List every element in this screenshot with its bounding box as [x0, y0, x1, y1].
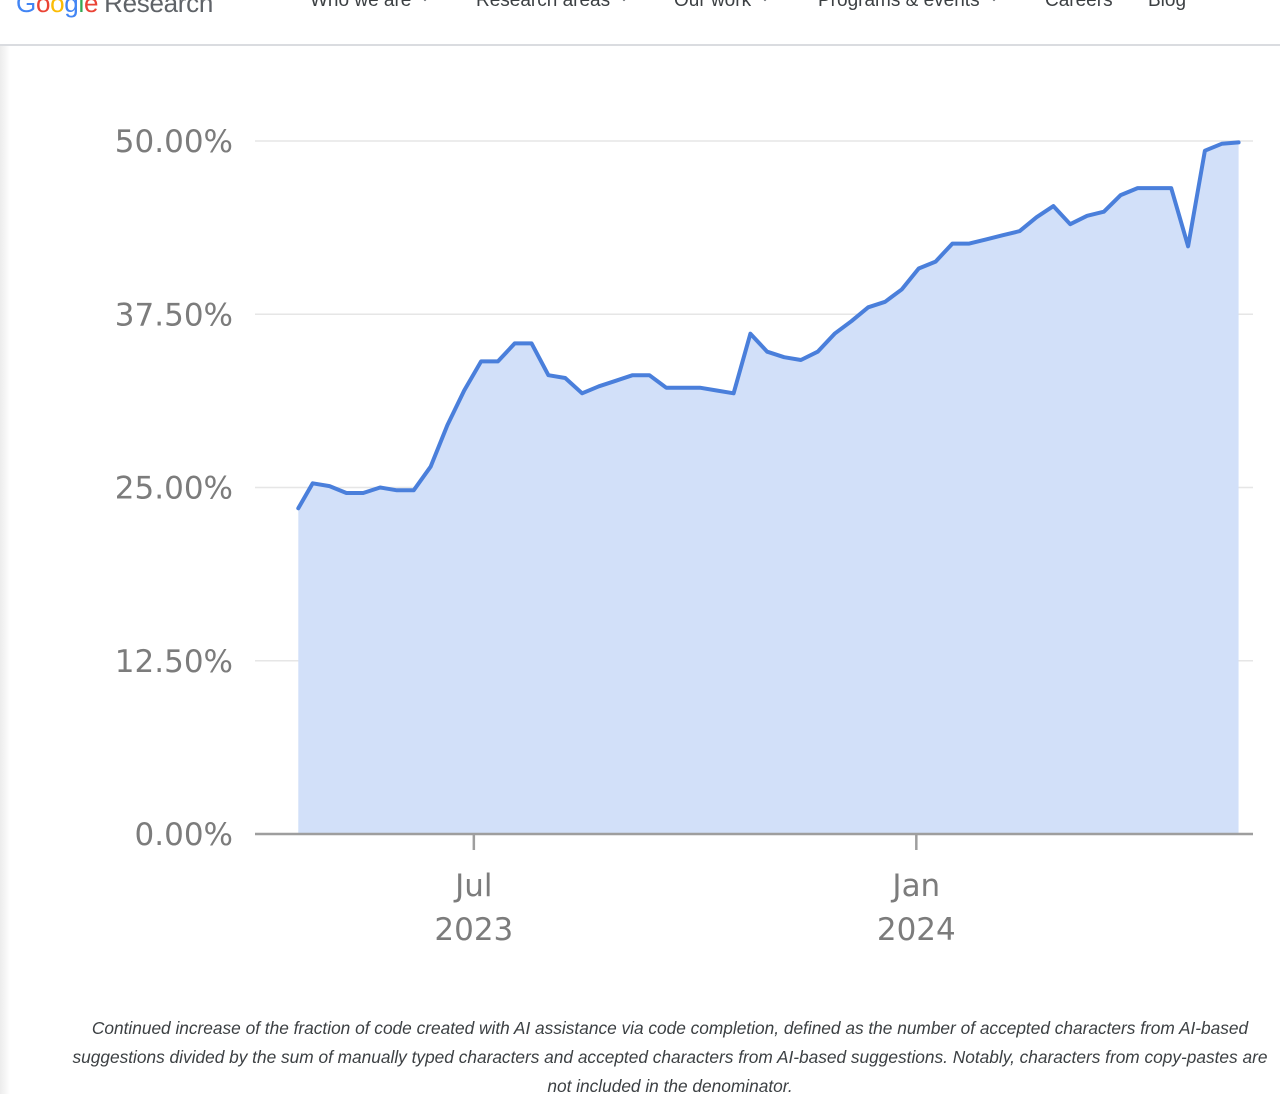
nav-label: Who we are — [310, 0, 412, 11]
series-area-fill — [298, 142, 1239, 834]
x-tick-label-year: 2024 — [877, 912, 956, 948]
logo-letter: o — [35, 0, 51, 18]
google-research-logo[interactable]: Google Research — [16, 0, 213, 19]
nav-careers[interactable]: Careers — [1045, 0, 1113, 12]
x-tick-label-month: Jul — [453, 868, 492, 904]
y-tick-label: 12.50% — [115, 644, 233, 680]
nav-who-we-are[interactable]: Who we are — [310, 0, 431, 12]
ai-code-fraction-chart: 0.00% 12.50% 25.00% 37.50% 50.00% Jul 2023 Jan… — [115, 124, 1253, 948]
y-tick-label: 50.00% — [115, 124, 233, 160]
google-wordmark: Google — [16, 0, 98, 18]
nav-label: Our work — [674, 0, 752, 11]
y-tick-label: 37.50% — [115, 297, 233, 333]
y-tick-label: 0.00% — [135, 817, 233, 853]
page-edge-shade — [0, 46, 10, 1094]
logo-letter: l — [78, 0, 84, 18]
logo-letter: g — [64, 0, 79, 18]
logo-letter: e — [83, 0, 99, 18]
nav-label: Research areas — [476, 0, 611, 11]
nav-label: Careers — [1045, 0, 1113, 11]
research-wordmark: Research — [104, 0, 213, 18]
nav-programs-events[interactable]: Programs & events — [818, 0, 1000, 12]
nav-our-work[interactable]: Our work — [674, 0, 771, 12]
x-tick-labels: Jul 2023 Jan 2024 — [434, 868, 955, 948]
site-header: Google Research Who we are Research areas… — [0, 0, 1280, 46]
y-tick-labels: 0.00% 12.50% 25.00% 37.50% 50.00% — [115, 124, 233, 853]
chart-caption: Continued increase of the fraction of co… — [72, 1018, 1268, 1096]
x-tick-label-month: Jan — [890, 868, 940, 904]
logo-letter: G — [16, 0, 36, 18]
logo-letter: o — [50, 0, 65, 18]
y-tick-label: 25.00% — [115, 471, 233, 507]
series-line — [296, 140, 1241, 511]
x-tick-label-year: 2023 — [434, 912, 513, 948]
series-area — [296, 140, 1241, 834]
nav-label: Blog — [1148, 0, 1187, 11]
nav-research-areas[interactable]: Research areas — [476, 0, 630, 12]
nav-label: Programs & events — [818, 0, 980, 11]
nav-blog[interactable]: Blog — [1148, 0, 1186, 12]
axes — [255, 832, 1253, 850]
